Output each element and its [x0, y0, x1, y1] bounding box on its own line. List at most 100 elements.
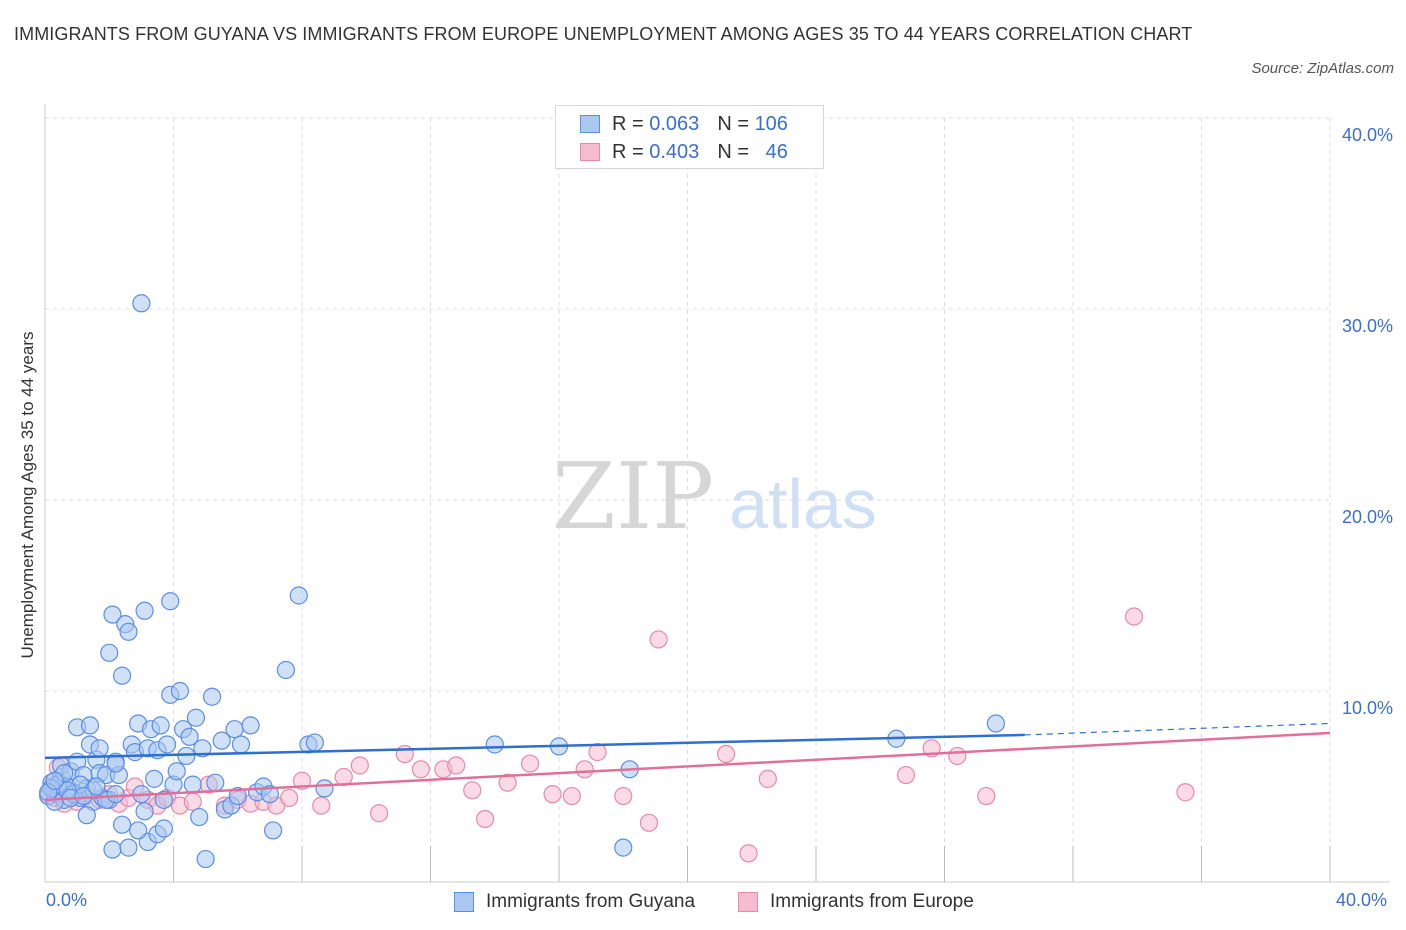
europe-point [575, 760, 594, 779]
guyana-point [129, 821, 148, 840]
europe-point [977, 786, 996, 806]
europe-point [476, 809, 495, 829]
guyana-point [87, 777, 106, 796]
source-label: Source: ZipAtlas.com [1251, 60, 1394, 77]
europe-point [292, 771, 312, 790]
europe-point [370, 804, 389, 823]
guyana-point [485, 735, 504, 754]
europe-point [739, 844, 758, 863]
guyana-point [106, 785, 125, 804]
guyana-point [186, 708, 206, 727]
guyana-point [228, 786, 247, 806]
legend-item-guyana: Immigrants from Guyana [454, 888, 695, 916]
europe-point [716, 744, 736, 764]
guyana-point [106, 754, 125, 773]
watermark-atlas: atlas [729, 465, 877, 543]
europe-point [520, 754, 540, 773]
guyana-point [177, 746, 196, 766]
guyana-point [614, 838, 633, 857]
guyana-trend-extension [1024, 722, 1331, 736]
r-label: R = [612, 112, 644, 135]
guyana-point [196, 849, 215, 869]
r-value: 0.403 [649, 140, 700, 163]
europe-point [639, 813, 659, 832]
legend-label-europe: Immigrants from Europe [770, 891, 974, 912]
europe-point [896, 765, 916, 785]
n-value: 46 [765, 140, 788, 163]
guyana-point [206, 773, 225, 792]
europe-point [447, 756, 466, 775]
guyana-swatch [580, 115, 600, 133]
guyana-swatch [454, 892, 474, 912]
guyana-point [183, 775, 202, 794]
guyana-point [202, 687, 222, 706]
guyana-point [212, 731, 231, 750]
y-tick-label: 20.0% [1342, 507, 1393, 527]
guyana-point [986, 714, 1006, 733]
europe-point [312, 796, 331, 815]
europe-swatch [580, 143, 600, 161]
guyana-point [231, 735, 251, 754]
correlation-legend: R = 0.063 N = 106 R = 0.403 N = 46 [555, 105, 824, 169]
europe-point [498, 773, 517, 792]
guyana-point [276, 660, 296, 680]
guyana-point [103, 605, 122, 624]
n-label: N = [717, 140, 749, 163]
guyana-point [193, 739, 212, 758]
guyana-point [161, 592, 180, 611]
europe-point [543, 785, 562, 804]
guyana-point [289, 586, 308, 605]
y-tick-label: 40.0% [1342, 125, 1393, 145]
guyana-point [74, 786, 93, 806]
guyana-point [225, 720, 244, 739]
legend-item-europe: Immigrants from Europe [738, 888, 974, 916]
series-legend: Immigrants from Guyana Immigrants from E… [0, 888, 1406, 916]
europe-point [280, 788, 299, 808]
guyana-point [45, 771, 64, 790]
guyana-point [119, 622, 138, 641]
europe-point [649, 630, 668, 649]
x-tick-max: 40.0% [1336, 890, 1388, 910]
guyana-point [112, 815, 132, 834]
guyana-trend-line [44, 733, 1025, 760]
y-tick-labels: 10.0% 20.0% 30.0% 40.0% [1342, 125, 1393, 718]
guyana-point [132, 294, 151, 313]
guyana-point [305, 733, 324, 752]
guyana-point [157, 735, 177, 754]
europe-point [411, 760, 430, 779]
europe-point [1124, 607, 1144, 626]
guyana-point [170, 681, 190, 701]
legend-row-europe: R = 0.403 N = 46 [580, 138, 788, 166]
europe-point [463, 781, 482, 800]
europe-point [614, 786, 633, 806]
guyana-point [154, 790, 173, 809]
europe-swatch [738, 892, 758, 912]
x-tick-min: 0.0% [46, 890, 88, 910]
guyana-point [315, 779, 334, 798]
guyana-point [90, 739, 109, 758]
europe-point [562, 786, 581, 806]
r-value: 0.063 [649, 112, 700, 135]
guyana-point [135, 601, 154, 620]
guyana-point [100, 643, 119, 662]
guyana-point [154, 819, 173, 838]
guyana-point [190, 807, 209, 827]
guyana-point [151, 716, 170, 735]
watermark-zip: ZIP [552, 443, 714, 550]
europe-point [183, 792, 202, 811]
europe-point [758, 769, 777, 788]
legend-row-guyana: R = 0.063 N = 106 [580, 110, 788, 138]
guyana-point [263, 821, 283, 840]
trend-lines [44, 722, 1331, 802]
guyana-point [77, 806, 96, 825]
axes [44, 104, 1390, 883]
guyana-point [119, 838, 138, 857]
guyana-point [260, 785, 279, 804]
europe-trend-line [44, 731, 1331, 802]
guyana-point [112, 666, 132, 685]
europe-point [1176, 783, 1195, 802]
chart-title: IMMIGRANTS FROM GUYANA VS IMMIGRANTS FRO… [14, 24, 1193, 44]
guyana-point [145, 769, 164, 788]
guyana-point [135, 802, 154, 821]
